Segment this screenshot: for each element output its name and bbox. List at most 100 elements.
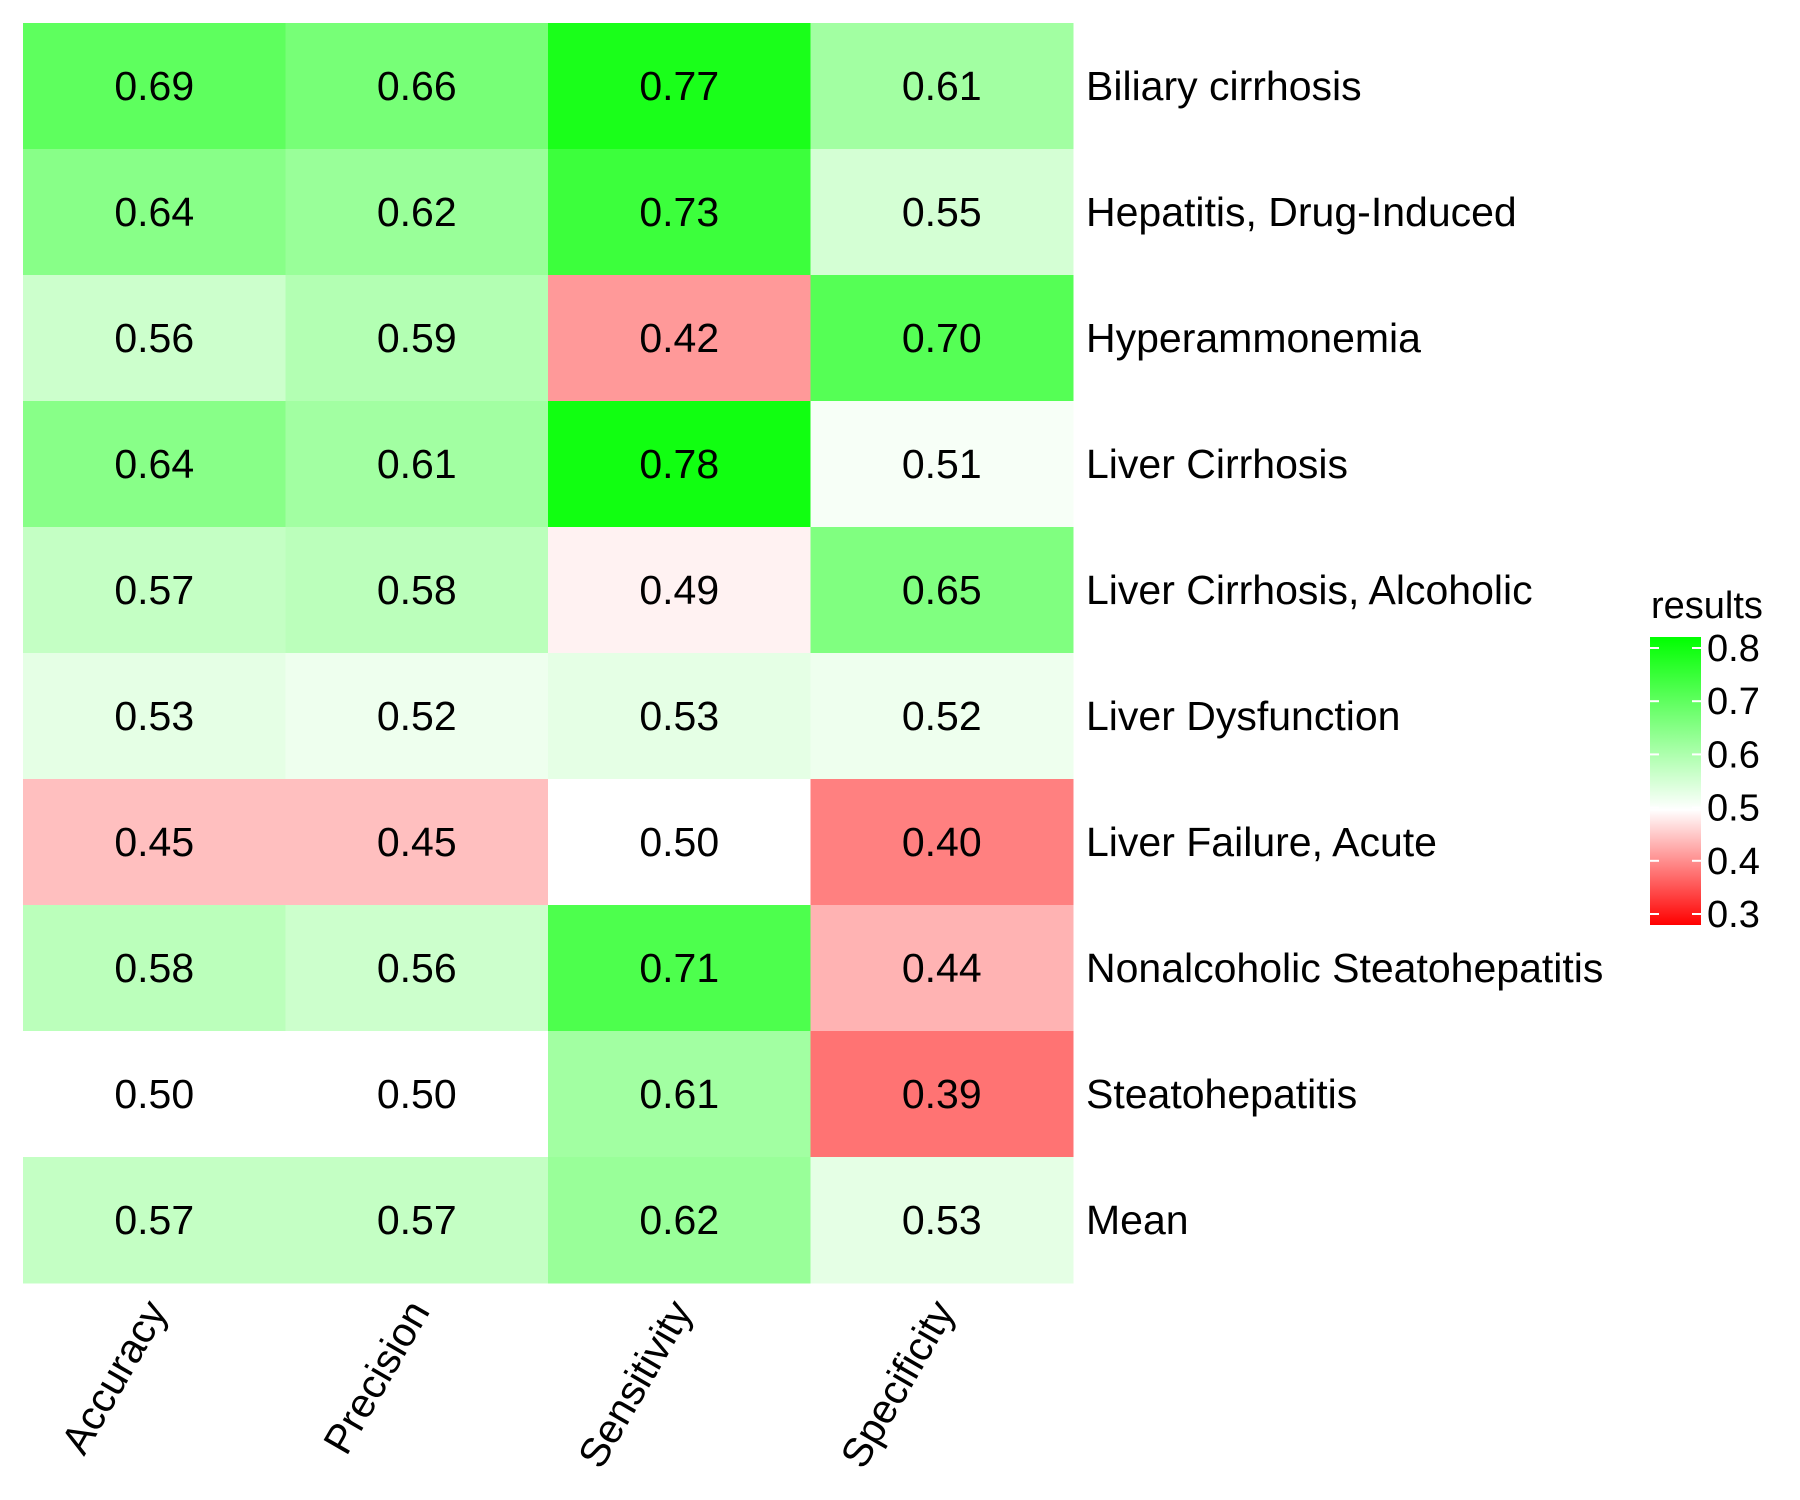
heatmap-cell-hyperammonemia-specificity xyxy=(810,275,1074,402)
legend-tick-label: 0.6 xyxy=(1707,734,1760,776)
row-label-steatohepatitis: Steatohepatitis xyxy=(1086,1071,1357,1117)
heatmap-cell-liver-failure-acute-sensitivity xyxy=(548,779,811,906)
row-label-nonalcoholic-steatohepatitis: Nonalcoholic Steatohepatitis xyxy=(1086,945,1603,991)
cell-value-label: 0.61 xyxy=(377,441,457,487)
legend-tick-label: 0.7 xyxy=(1707,681,1760,723)
row-label-hyperammonemia: Hyperammonemia xyxy=(1086,315,1421,361)
cell-value-label: 0.73 xyxy=(639,189,719,235)
cell-value-label: 0.53 xyxy=(902,1197,982,1243)
heatmap-cell-liver-failure-acute-precision xyxy=(285,779,549,906)
cell-value-label: 0.53 xyxy=(114,693,194,739)
cell-value-label: 0.45 xyxy=(377,819,457,865)
heatmap-cell-biliary-cirrhosis-sensitivity xyxy=(548,23,811,150)
row-label-liver-dysfunction: Liver Dysfunction xyxy=(1086,693,1400,739)
cell-value-label: 0.69 xyxy=(114,63,194,109)
heatmap-cell-steatohepatitis-precision xyxy=(285,1031,549,1158)
cell-value-label: 0.62 xyxy=(377,189,457,235)
heatmap-cell-liver-cirrhosis-accuracy xyxy=(23,401,286,528)
heatmap-cell-nonalcoholic-steatohepatitis-sensitivity xyxy=(548,905,811,1032)
legend-tick-label: 0.8 xyxy=(1707,628,1760,670)
heatmap-cell-liver-cirrhosis-alcoholic-specificity xyxy=(810,527,1074,654)
row-label-mean: Mean xyxy=(1086,1197,1189,1243)
heatmap-cell-hyperammonemia-sensitivity xyxy=(548,275,811,402)
cell-value-label: 0.52 xyxy=(902,693,982,739)
heatmap-cell-liver-dysfunction-accuracy xyxy=(23,653,286,780)
legend-tick-label: 0.4 xyxy=(1707,841,1760,883)
cell-value-label: 0.56 xyxy=(377,945,457,991)
heatmap-cell-biliary-cirrhosis-precision xyxy=(285,23,549,150)
heatmap-cell-liver-cirrhosis-sensitivity xyxy=(548,401,811,528)
cell-value-label: 0.64 xyxy=(114,189,194,235)
heatmap-cell-steatohepatitis-sensitivity xyxy=(548,1031,811,1158)
cell-value-label: 0.39 xyxy=(902,1071,982,1117)
cell-value-label: 0.42 xyxy=(639,315,719,361)
cell-value-label: 0.61 xyxy=(639,1071,719,1117)
column-label-accuracy: Accuracy xyxy=(52,1292,176,1461)
heatmap-cell-liver-failure-acute-accuracy xyxy=(23,779,286,906)
row-label-biliary-cirrhosis: Biliary cirrhosis xyxy=(1086,63,1362,109)
heatmap-cell-liver-dysfunction-precision xyxy=(285,653,549,780)
heatmap-cell-liver-cirrhosis-alcoholic-sensitivity xyxy=(548,527,811,654)
cell-value-label: 0.40 xyxy=(902,819,982,865)
heatmap-cell-hepatitis-drug-induced-precision xyxy=(285,149,549,276)
heatmap-cell-liver-cirrhosis-precision xyxy=(285,401,549,528)
cell-value-label: 0.55 xyxy=(902,189,982,235)
legend-tick-label: 0.3 xyxy=(1707,894,1760,936)
cell-value-label: 0.77 xyxy=(639,63,719,109)
cell-value-label: 0.49 xyxy=(639,567,719,613)
heatmap-cell-biliary-cirrhosis-accuracy xyxy=(23,23,286,150)
heatmap-cells xyxy=(23,23,1074,1284)
heatmap-cell-liver-dysfunction-specificity xyxy=(810,653,1074,780)
row-label-hepatitis-drug-induced: Hepatitis, Drug-Induced xyxy=(1086,189,1517,235)
cell-value-label: 0.50 xyxy=(639,819,719,865)
cell-value-label: 0.71 xyxy=(639,945,719,991)
heatmap-cell-hepatitis-drug-induced-specificity xyxy=(810,149,1074,276)
heatmap-cell-steatohepatitis-specificity xyxy=(810,1031,1074,1158)
heatmap-cell-nonalcoholic-steatohepatitis-accuracy xyxy=(23,905,286,1032)
cell-value-label: 0.59 xyxy=(377,315,457,361)
heatmap-cell-liver-dysfunction-sensitivity xyxy=(548,653,811,780)
cell-value-label: 0.52 xyxy=(377,693,457,739)
cell-value-label: 0.78 xyxy=(639,441,719,487)
cell-value-label: 0.50 xyxy=(377,1071,457,1117)
cell-value-label: 0.57 xyxy=(114,567,194,613)
column-label-precision: Precision xyxy=(314,1293,438,1462)
column-label-specificity: Specificity xyxy=(831,1292,963,1475)
row-label-liver-cirrhosis: Liver Cirrhosis xyxy=(1086,441,1348,487)
cell-value-label: 0.62 xyxy=(639,1197,719,1243)
legend-colorbar xyxy=(1650,637,1701,925)
cell-value-label: 0.70 xyxy=(902,315,982,361)
color-legend: results 0.3 0.4 0.5 0.6 0.7 0.8 xyxy=(1650,585,1763,936)
cell-value-label: 0.56 xyxy=(114,315,194,361)
heatmap-cell-liver-cirrhosis-specificity xyxy=(810,401,1074,528)
cell-value-label: 0.64 xyxy=(114,441,194,487)
cell-value-label: 0.57 xyxy=(114,1197,194,1243)
cell-value-label: 0.66 xyxy=(377,63,457,109)
heatmap-cell-liver-cirrhosis-alcoholic-accuracy xyxy=(23,527,286,654)
cell-value-label: 0.65 xyxy=(902,567,982,613)
row-label-liver-cirrhosis-alcoholic: Liver Cirrhosis, Alcoholic xyxy=(1086,567,1533,613)
cell-value-label: 0.61 xyxy=(902,63,982,109)
legend-tick-label: 0.5 xyxy=(1707,788,1760,830)
heatmap-cell-nonalcoholic-steatohepatitis-precision xyxy=(285,905,549,1032)
column-labels: Accuracy Precision Sensitivity Specificity xyxy=(52,1292,964,1475)
heatmap-cell-mean-specificity xyxy=(810,1157,1074,1284)
heatmap-cell-mean-sensitivity xyxy=(548,1157,811,1284)
heatmap-cell-hepatitis-drug-induced-sensitivity xyxy=(548,149,811,276)
cell-value-label: 0.58 xyxy=(377,567,457,613)
heatmap-cell-nonalcoholic-steatohepatitis-specificity xyxy=(810,905,1074,1032)
cell-value-label: 0.45 xyxy=(114,819,194,865)
legend-title: results xyxy=(1651,585,1763,627)
heatmap-cell-biliary-cirrhosis-specificity xyxy=(810,23,1074,150)
cell-value-label: 0.53 xyxy=(639,693,719,739)
row-labels: Biliary cirrhosis Hepatitis, Drug-Induced… xyxy=(1086,63,1603,1243)
heatmap-cell-hepatitis-drug-induced-accuracy xyxy=(23,149,286,276)
heatmap-cell-mean-accuracy xyxy=(23,1157,286,1284)
heatmap-cell-labels: 0.69 0.66 0.77 0.61 0.64 0.62 0.73 0.55 0.56 0.59… xyxy=(114,63,981,1243)
legend-ticks: 0.3 0.4 0.5 0.6 0.7 0.8 xyxy=(1650,628,1760,936)
cell-value-label: 0.50 xyxy=(114,1071,194,1117)
heatmap-cell-hyperammonemia-precision xyxy=(285,275,549,402)
cell-value-label: 0.58 xyxy=(114,945,194,991)
heatmap-cell-hyperammonemia-accuracy xyxy=(23,275,286,402)
